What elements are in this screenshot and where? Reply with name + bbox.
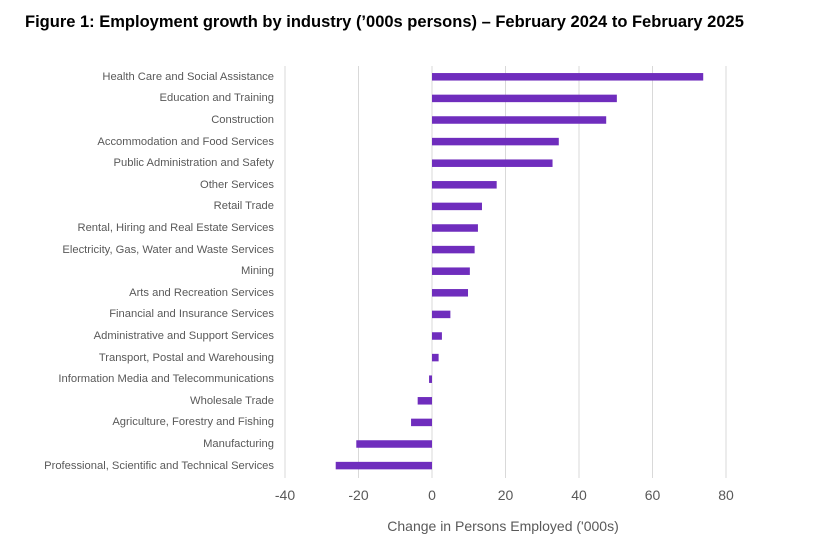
category-label: Manufacturing	[203, 438, 274, 450]
category-label: Arts and Recreation Services	[129, 286, 274, 299]
x-tick-label: -20	[348, 487, 369, 503]
bar-retail-trade	[432, 202, 482, 211]
category-label: Accommodation and Food Services	[97, 135, 274, 148]
x-tick-label: 60	[644, 487, 661, 503]
bar-construction	[432, 116, 607, 124]
bar-mining	[432, 267, 470, 275]
category-label: Construction	[211, 114, 274, 126]
x-tick-label: 40	[571, 487, 587, 503]
x-tick-label: 80	[718, 487, 734, 503]
bar-administrative-and-support-services	[432, 332, 442, 340]
category-label: Professional, Scientific and Technical S…	[44, 459, 274, 472]
category-label: Administrative and Support Services	[93, 330, 274, 342]
category-label: Rental, Hiring and Real Estate Services	[77, 222, 275, 234]
bar-other-services	[432, 181, 497, 189]
bar-wholesale-trade	[417, 397, 432, 405]
bar-health-care-and-social-assistance	[432, 73, 704, 81]
x-tick-label: 20	[497, 487, 514, 503]
x-tick-label: 0	[428, 487, 436, 503]
bar-education-and-training	[432, 94, 617, 103]
bar-agriculture-forestry-and-fishing	[411, 418, 432, 427]
category-label: Agriculture, Forestry and Fishing	[112, 416, 274, 429]
x-tick-label: -40	[274, 487, 296, 503]
bar-rental-hiring-and-real-estate-services	[432, 224, 478, 232]
bar-manufacturing	[356, 440, 432, 448]
category-label: Retail Trade	[213, 200, 274, 213]
bar-arts-and-recreation-services	[432, 289, 469, 297]
category-label: Financial and Insurance Services	[109, 308, 274, 321]
category-label: Wholesale Trade	[190, 394, 274, 407]
bar-financial-and-insurance-services	[432, 310, 451, 319]
bar-public-administration-and-safety	[432, 159, 553, 167]
bar-transport-postal-and-warehousing	[432, 353, 439, 362]
bar-information-media-and-telecommunications	[429, 375, 432, 383]
bar-electricity-gas-water-and-waste-services	[432, 245, 475, 254]
category-label: Health Care and Social Assistance	[102, 70, 274, 83]
category-label: Education and Training	[159, 92, 274, 105]
bar-professional-scientific-and-technical-services	[335, 461, 432, 470]
category-label: Public Administration and Safety	[113, 157, 274, 170]
bar-accommodation-and-food-services	[432, 137, 559, 146]
chart-title: Figure 1: Employment growth by industry …	[25, 13, 744, 31]
category-label: Other Services	[200, 178, 274, 191]
category-label: Information Media and Telecommunications	[58, 373, 274, 386]
x-axis-title: Change in Persons Employed ('000s)	[387, 518, 619, 534]
category-label: Electricity, Gas, Water and Waste Servic…	[62, 243, 274, 256]
category-label: Mining	[241, 265, 274, 278]
category-label: Transport, Postal and Warehousing	[98, 351, 274, 364]
